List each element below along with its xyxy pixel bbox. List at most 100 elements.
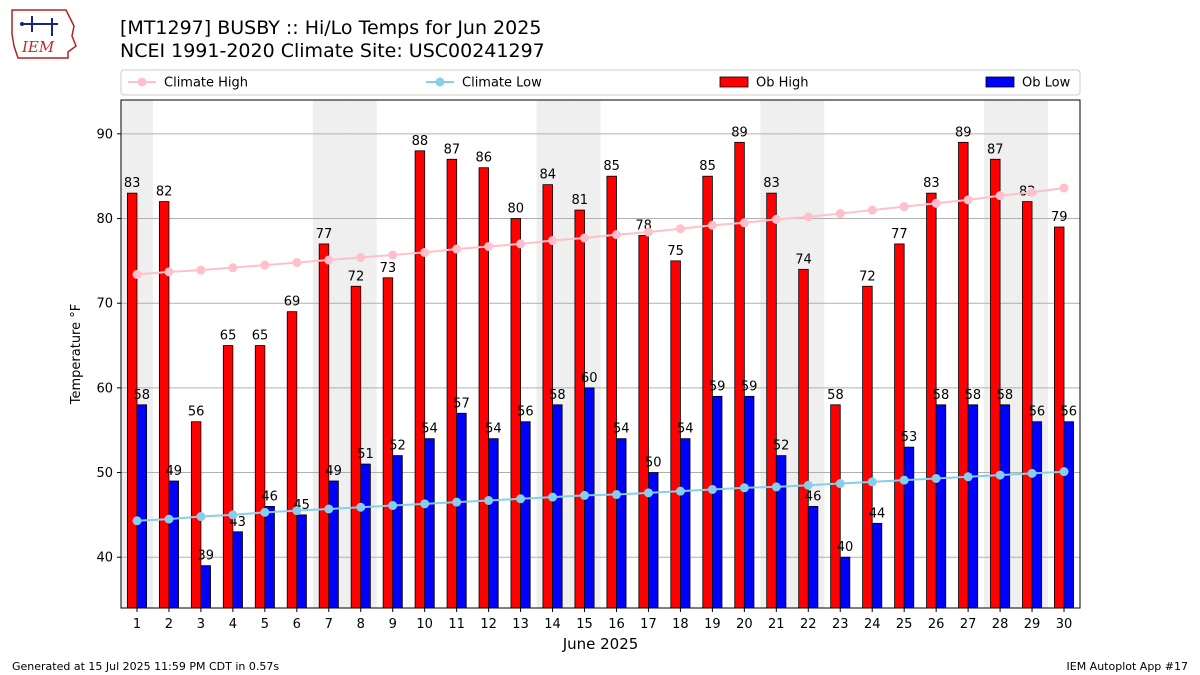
- label-low-day-22: 46: [805, 489, 822, 504]
- bar-low-day-9: [392, 455, 403, 609]
- xtick-label-5: 5: [261, 617, 269, 632]
- bar-low-day-22: [807, 505, 819, 609]
- ytick-label-80: 80: [96, 212, 113, 227]
- climate-high-point-day-15: [580, 233, 590, 243]
- climate-high-point-day-13: [516, 239, 526, 249]
- climate-high-point-day-16: [611, 230, 621, 240]
- climate-low-point-day-11: [452, 497, 462, 507]
- bar-low-day-10: [424, 438, 435, 609]
- legend-ob-high-label: Ob High: [756, 76, 809, 91]
- bar-high-day-12: [478, 167, 490, 609]
- label-high-day-12: 86: [476, 151, 493, 166]
- bar-low-day-18: [680, 438, 691, 609]
- xtick-label-22: 22: [800, 617, 817, 632]
- ytick-label-40: 40: [96, 551, 113, 566]
- label-high-day-22: 74: [795, 252, 812, 267]
- footer-generated: Generated at 15 Jul 2025 11:59 PM CDT in…: [12, 660, 280, 673]
- climate-low-point-day-5: [260, 507, 270, 517]
- bar-low-day-23: [839, 556, 851, 609]
- xtick-label-25: 25: [896, 617, 913, 632]
- bar-low-day-2: [168, 480, 179, 609]
- label-high-day-4: 65: [220, 329, 237, 344]
- climate-high-point-day-24: [867, 205, 877, 215]
- climate-high-point-day-14: [548, 236, 558, 246]
- legend-ob-low-label: Ob Low: [1022, 76, 1071, 91]
- xtick-label-23: 23: [832, 617, 849, 632]
- climate-low-point-day-27: [963, 472, 973, 482]
- climate-low-point-day-2: [164, 514, 174, 524]
- climate-low-point-day-19: [707, 484, 717, 494]
- climate-high-point-day-28: [995, 191, 1005, 201]
- ytick-label-60: 60: [96, 381, 113, 396]
- plot-frame: [120, 99, 1081, 609]
- label-low-day-14: 58: [549, 388, 566, 403]
- legend-ob-high-swatch: [719, 76, 749, 88]
- climate-high-point-day-22: [803, 212, 813, 222]
- climate-low-point-day-20: [739, 483, 749, 493]
- climate-low-point-day-16: [611, 490, 621, 500]
- bar-low-day-5: [264, 505, 275, 609]
- label-low-day-7: 49: [325, 464, 342, 479]
- bar-low-day-7: [328, 480, 339, 609]
- label-low-day-12: 54: [485, 422, 502, 437]
- xtick-label-26: 26: [928, 617, 945, 632]
- legend-climate-high-marker: [137, 77, 147, 87]
- climate-low-point-day-7: [324, 504, 334, 514]
- xtick-label-29: 29: [1024, 617, 1041, 632]
- climate-high-line: [136, 187, 1065, 276]
- bar-high-day-20: [734, 141, 745, 609]
- bar-high-day-28: [990, 158, 1001, 609]
- label-high-day-26: 83: [923, 176, 940, 191]
- label-low-day-15: 60: [581, 371, 598, 386]
- bar-low-day-29: [1031, 421, 1043, 609]
- xtick-label-15: 15: [576, 617, 593, 632]
- bar-low-day-30: [1063, 421, 1075, 609]
- logo-text: IEM: [21, 38, 55, 56]
- bar-high-day-16: [606, 175, 617, 609]
- label-low-day-10: 54: [421, 422, 438, 437]
- hi-lo-temp-chart: 4050607080908358824956396543654669457749…: [69, 69, 1081, 653]
- climate-high-point-day-17: [643, 227, 653, 237]
- label-low-day-26: 58: [933, 388, 950, 403]
- climate-high-point-day-6: [292, 258, 302, 268]
- xtick-label-16: 16: [608, 617, 625, 632]
- bar-low-day-28: [999, 404, 1011, 609]
- label-low-day-16: 54: [613, 422, 630, 437]
- climate-high-point-day-8: [356, 252, 366, 262]
- label-low-day-23: 40: [837, 540, 854, 555]
- label-high-day-9: 73: [380, 261, 397, 276]
- bar-low-day-21: [775, 455, 787, 609]
- bar-high-day-24: [862, 285, 873, 609]
- climate-low-point-day-6: [292, 506, 302, 516]
- legend-climate-high-label: Climate High: [164, 76, 248, 91]
- bar-high-day-4: [222, 345, 234, 609]
- xtick-label-8: 8: [357, 617, 365, 632]
- xtick-label-6: 6: [293, 617, 301, 632]
- climate-low-point-day-14: [548, 492, 558, 502]
- label-high-day-30: 79: [1051, 210, 1068, 225]
- bar-low-day-16: [616, 438, 627, 609]
- xtick-label-13: 13: [512, 617, 529, 632]
- legend-box: [120, 69, 1081, 96]
- bar-high-day-7: [318, 243, 330, 609]
- bar-low-day-24: [871, 522, 883, 609]
- climate-low-point-day-1: [132, 516, 142, 526]
- xtick-label-21: 21: [768, 617, 785, 632]
- bar-low-day-8: [360, 463, 371, 609]
- bar-high-day-17: [638, 235, 649, 609]
- label-low-day-5: 46: [261, 489, 278, 504]
- chart-subtitle: NCEI 1991-2020 Climate Site: USC00241297: [120, 40, 545, 62]
- climate-low-point-day-26: [931, 473, 941, 483]
- climate-low-point-day-10: [420, 499, 430, 509]
- bar-low-day-19: [711, 395, 723, 609]
- label-high-day-28: 87: [987, 142, 1004, 157]
- label-high-day-20: 89: [731, 125, 748, 140]
- label-low-day-18: 54: [677, 422, 694, 437]
- climate-low-point-day-28: [995, 470, 1005, 480]
- label-low-day-17: 50: [645, 456, 662, 471]
- bar-high-day-10: [414, 150, 426, 609]
- xtick-label-9: 9: [389, 617, 397, 632]
- iem-logo: IEM: [11, 9, 77, 59]
- bar-high-day-21: [766, 192, 777, 609]
- label-low-day-2: 49: [165, 464, 182, 479]
